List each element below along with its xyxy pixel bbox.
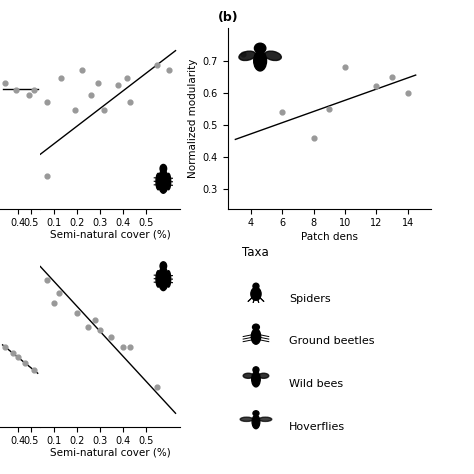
Point <box>100 106 108 114</box>
Text: Spiders: Spiders <box>289 293 331 304</box>
Point <box>373 82 380 90</box>
Point <box>12 86 19 94</box>
Point <box>73 310 81 317</box>
Point <box>404 89 411 97</box>
Point <box>91 316 99 324</box>
Point <box>78 66 85 74</box>
Point <box>44 173 51 180</box>
Ellipse shape <box>253 324 259 330</box>
Point <box>94 79 101 87</box>
Ellipse shape <box>158 170 168 193</box>
Point <box>9 349 17 357</box>
Point <box>326 105 333 113</box>
Ellipse shape <box>259 417 272 421</box>
Point <box>1 79 9 87</box>
Ellipse shape <box>156 271 161 287</box>
Point <box>341 63 349 71</box>
Point <box>1 343 9 350</box>
Ellipse shape <box>166 271 171 287</box>
Point <box>44 276 51 283</box>
Ellipse shape <box>156 173 161 190</box>
Point <box>310 134 318 142</box>
Point <box>85 323 92 330</box>
X-axis label: Patch dens: Patch dens <box>301 232 358 242</box>
Text: Semi-natural cover (%): Semi-natural cover (%) <box>50 230 171 240</box>
Ellipse shape <box>251 329 261 344</box>
Circle shape <box>160 164 167 173</box>
Ellipse shape <box>158 267 168 291</box>
Point <box>119 343 127 350</box>
Text: Taxa: Taxa <box>242 246 268 259</box>
Ellipse shape <box>253 411 259 416</box>
Circle shape <box>255 43 266 53</box>
Ellipse shape <box>251 287 261 301</box>
Point <box>154 62 161 69</box>
Point <box>239 50 247 58</box>
Point <box>71 106 79 114</box>
Ellipse shape <box>252 415 260 428</box>
Point <box>126 99 134 106</box>
Point <box>21 359 28 367</box>
Ellipse shape <box>252 372 260 387</box>
Point <box>30 366 37 374</box>
Point <box>50 300 58 307</box>
Point <box>124 74 131 82</box>
Point <box>14 353 22 360</box>
Ellipse shape <box>253 367 259 373</box>
Point <box>126 343 134 350</box>
Point <box>87 91 94 99</box>
Point <box>30 86 37 94</box>
Ellipse shape <box>253 283 259 289</box>
Point <box>96 326 104 334</box>
Point <box>154 383 161 391</box>
Ellipse shape <box>239 51 255 61</box>
Point <box>57 74 65 82</box>
Ellipse shape <box>264 51 282 61</box>
Text: Semi-natural cover (%): Semi-natural cover (%) <box>50 448 171 458</box>
Ellipse shape <box>166 173 171 190</box>
Point <box>279 108 286 116</box>
Point <box>55 290 63 297</box>
Ellipse shape <box>243 373 254 378</box>
Point <box>165 66 173 74</box>
Ellipse shape <box>254 51 266 71</box>
Point <box>44 99 51 106</box>
Point <box>108 333 115 340</box>
Text: Hoverflies: Hoverflies <box>289 421 345 432</box>
Text: (b): (b) <box>218 11 239 24</box>
Point <box>388 73 396 81</box>
Circle shape <box>160 262 167 270</box>
Y-axis label: Normalized modularity: Normalized modularity <box>188 59 198 178</box>
Ellipse shape <box>240 417 253 421</box>
Point <box>25 91 32 99</box>
Text: Ground beetles: Ground beetles <box>289 336 374 346</box>
Ellipse shape <box>258 373 269 378</box>
Point <box>114 82 122 89</box>
Text: Wild bees: Wild bees <box>289 379 343 389</box>
